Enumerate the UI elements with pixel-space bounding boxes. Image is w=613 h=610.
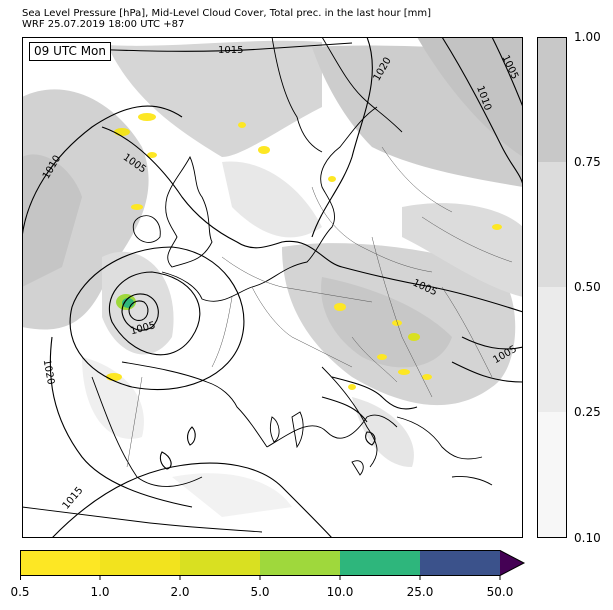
- prec-cbar-frame: [20, 550, 526, 576]
- precipitation-colorbar: [20, 550, 526, 580]
- map-title-line2: WRF 25.07.2019 18:00 UTC +87: [22, 19, 185, 30]
- valid-time-label: 09 UTC Mon: [29, 42, 111, 61]
- cloud-cbar-tick: 0.25: [574, 405, 601, 419]
- cloud-cbar-segment: [537, 287, 567, 412]
- prec-cbar-segment: [20, 550, 100, 576]
- prec-cbar-extend-arrow: [500, 550, 524, 576]
- map-frame: [22, 37, 523, 538]
- prec-cbar-segment: [340, 550, 420, 576]
- cloud-cbar-segment: [537, 37, 567, 162]
- weather-map: 1015 1020 1005 1010 1010 1005 1005 1020 …: [22, 37, 523, 538]
- prec-cbar-tick: 25.0: [406, 585, 434, 599]
- map-title-line1: Sea Level Pressure [hPa], Mid-Level Clou…: [22, 8, 432, 19]
- cloud-cbar-tick: 0.50: [574, 280, 601, 294]
- prec-cbar-segment: [420, 550, 500, 576]
- isobar-layer: [22, 37, 523, 538]
- prec-cbar-tick: 10.0: [326, 585, 354, 599]
- coastline-layer: [22, 37, 493, 533]
- isobar-label: 1020: [41, 359, 56, 386]
- prec-cbar-tick: 50.0: [486, 585, 514, 599]
- prec-cbar-tick: 2.0: [170, 585, 190, 599]
- cloud-cover-colorbar: [537, 37, 567, 538]
- country-borders-layer: [126, 146, 513, 468]
- prec-cbar-segment: [100, 550, 180, 576]
- cloud-cbar-segment: [537, 162, 567, 287]
- cloud-cbar-frame: [537, 37, 567, 538]
- prec-cbar-tick: 0.5: [10, 585, 30, 599]
- cloud-cbar-tick: 0.10: [574, 531, 601, 545]
- cloud-cbar-tick: 1.00: [574, 30, 601, 44]
- isobar-label: 1015: [218, 45, 243, 56]
- prec-cbar-tick: 5.0: [250, 585, 270, 599]
- prec-cbar-segment: [180, 550, 260, 576]
- cloud-cbar-tick: 0.75: [574, 155, 601, 169]
- prec-cbar-segment: [260, 550, 340, 576]
- prec-cbar-tick: 1.0: [90, 585, 110, 599]
- cloud-cbar-segment: [537, 412, 567, 538]
